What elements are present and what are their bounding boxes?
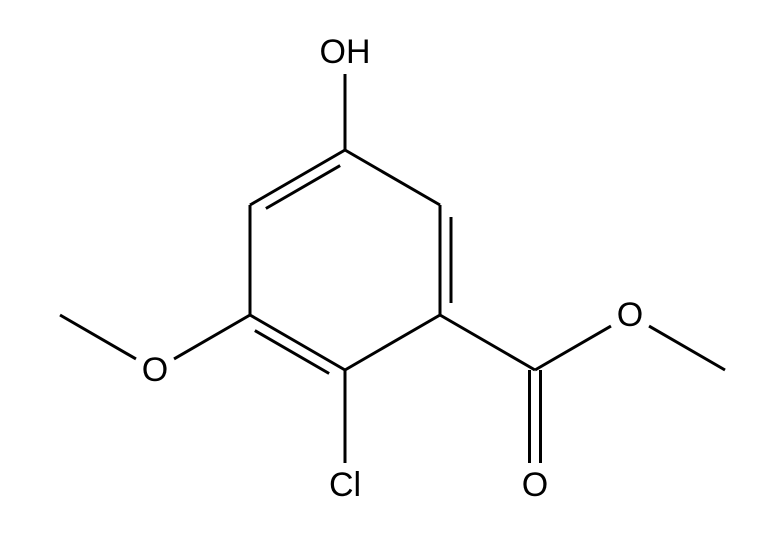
atom-label: O: [522, 466, 548, 504]
atom-label: Cl: [329, 466, 361, 504]
atom-label: O: [617, 296, 643, 334]
molecule-diagram: OH O Cl O O: [0, 0, 776, 552]
atom-label: OH: [320, 33, 371, 71]
atom-label: O: [142, 351, 168, 389]
